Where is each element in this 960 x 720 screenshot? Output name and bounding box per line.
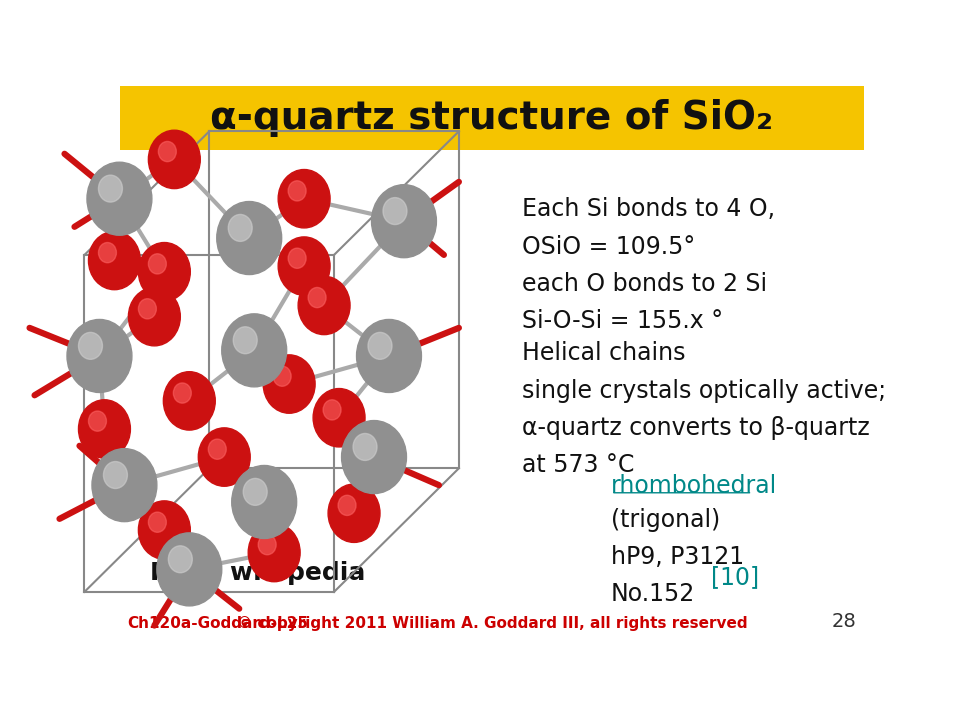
Circle shape	[263, 355, 315, 413]
Circle shape	[299, 276, 350, 335]
Circle shape	[372, 184, 437, 258]
Circle shape	[99, 243, 116, 263]
Circle shape	[79, 400, 131, 458]
Circle shape	[222, 314, 287, 387]
Circle shape	[313, 389, 365, 447]
Circle shape	[92, 449, 156, 521]
Circle shape	[231, 465, 297, 539]
Circle shape	[288, 248, 306, 269]
Circle shape	[328, 484, 380, 542]
Circle shape	[217, 202, 281, 274]
Text: 28: 28	[831, 612, 856, 631]
Text: [10]: [10]	[711, 565, 759, 590]
Circle shape	[228, 215, 252, 241]
Circle shape	[99, 175, 123, 202]
Circle shape	[278, 169, 330, 228]
Circle shape	[174, 383, 191, 403]
Circle shape	[368, 333, 392, 359]
Circle shape	[88, 411, 107, 431]
Text: rhombohedral: rhombohedral	[611, 474, 778, 498]
Text: Ch120a-Goddard-L25: Ch120a-Goddard-L25	[128, 616, 308, 631]
Circle shape	[138, 501, 190, 559]
Circle shape	[278, 237, 330, 295]
Circle shape	[208, 439, 227, 459]
Text: Each Si bonds to 4 O,
OSiO = 109.5°
each O bonds to 2 Si
Si-O-Si = 155.x °: Each Si bonds to 4 O, OSiO = 109.5° each…	[522, 197, 775, 333]
Circle shape	[258, 534, 276, 555]
Circle shape	[288, 181, 306, 201]
Circle shape	[199, 428, 251, 486]
Circle shape	[243, 478, 267, 505]
Circle shape	[233, 327, 257, 354]
Text: Helical chains
single crystals optically active;
α-quartz converts to β-quartz
a: Helical chains single crystals optically…	[522, 341, 886, 477]
Circle shape	[308, 287, 326, 307]
Circle shape	[138, 299, 156, 319]
Circle shape	[383, 197, 407, 225]
Circle shape	[353, 433, 377, 460]
Circle shape	[87, 162, 152, 235]
Circle shape	[168, 546, 192, 572]
Circle shape	[67, 320, 132, 392]
Circle shape	[79, 333, 103, 359]
Text: (trigonal)
hP9, P3121
No.152: (trigonal) hP9, P3121 No.152	[611, 508, 744, 606]
Circle shape	[158, 141, 177, 162]
Circle shape	[163, 372, 215, 430]
Circle shape	[129, 287, 180, 346]
Circle shape	[149, 512, 166, 532]
Text: © copyright 2011 William A. Goddard III, all rights reserved: © copyright 2011 William A. Goddard III,…	[237, 616, 747, 631]
Circle shape	[149, 130, 201, 189]
Circle shape	[342, 420, 406, 494]
Text: From wikipedia: From wikipedia	[150, 562, 365, 585]
Circle shape	[274, 366, 291, 387]
Circle shape	[324, 400, 341, 420]
Circle shape	[156, 533, 222, 606]
Circle shape	[149, 253, 166, 274]
Circle shape	[249, 523, 300, 582]
Circle shape	[104, 462, 128, 488]
Circle shape	[88, 231, 140, 289]
Text: α-quartz structure of SiO₂: α-quartz structure of SiO₂	[210, 99, 774, 138]
Circle shape	[338, 495, 356, 516]
Circle shape	[138, 243, 190, 301]
Circle shape	[356, 320, 421, 392]
FancyBboxPatch shape	[120, 86, 864, 150]
